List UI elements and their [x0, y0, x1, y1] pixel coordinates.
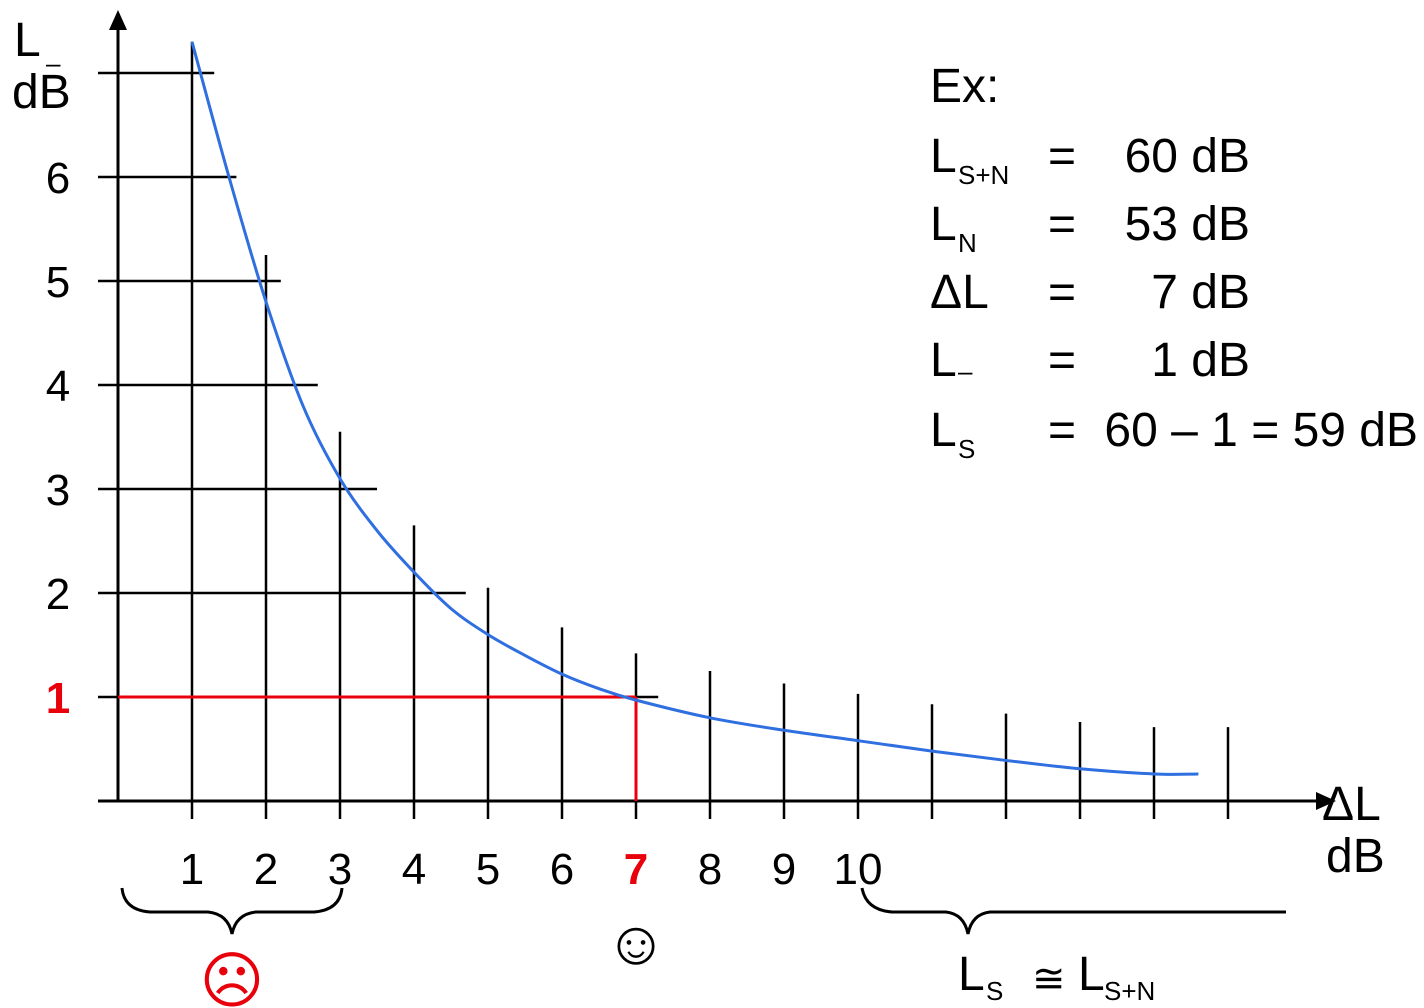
sad-face-icon: ☹ [200, 947, 265, 1008]
example-symbol: L [930, 334, 957, 387]
example-value: 60 – 1 = 59 dB [1104, 404, 1418, 457]
example-equals: = [1048, 266, 1076, 319]
y-tick-label: 5 [46, 258, 70, 307]
example-equals: = [1048, 334, 1076, 387]
example-symbol-sub: S+N [958, 160, 1009, 190]
formula-lsn: L [1078, 948, 1105, 1001]
example-equals: = [1048, 130, 1076, 183]
example-row: L – = 1 dB [930, 334, 1250, 387]
example-row: L S+N = 60 dB [930, 130, 1250, 190]
highlight-lines [118, 695, 638, 801]
example-row: L N = 53 dB [930, 198, 1250, 258]
example-symbol-sub: N [958, 228, 977, 258]
x-tick-label: 2 [254, 845, 278, 894]
x-tick-label: 5 [476, 845, 500, 894]
example-symbol-sub: S [958, 434, 975, 464]
example-symbol: L [930, 130, 957, 183]
brace-low-range [120, 887, 344, 935]
y-tick-label: 6 [46, 154, 70, 203]
brace-high-range [860, 887, 1286, 935]
formula-lsn-sub: S+N [1104, 976, 1155, 1006]
data-series-curve [190, 41, 1199, 776]
x-axis-arrow [1316, 792, 1336, 810]
example-block: Ex: L S+N = 60 dB L N = 53 dB ΔL = 7 dB … [930, 60, 1418, 464]
example-value: 53 dB [1125, 198, 1250, 251]
example-value: 1 dB [1151, 334, 1250, 387]
x-tick-label: 8 [698, 845, 722, 894]
example-title: Ex: [930, 60, 999, 113]
x-axis-unit: dB [1326, 830, 1385, 883]
formula-ls-sub: S [986, 976, 1003, 1006]
x-tick-label: 9 [772, 845, 796, 894]
x-tick-label: 1 [180, 845, 204, 894]
x-tick-label: 7 [624, 845, 648, 894]
y-tick-label: 1 [46, 674, 70, 723]
formula-ls: L [958, 948, 985, 1001]
example-symbol: ΔL [930, 266, 989, 319]
y-axis-label: L [14, 14, 41, 67]
x-axis-label: ΔL [1322, 778, 1381, 831]
formula-approx: ≅ [1032, 957, 1066, 1001]
x-tick-label: 6 [550, 845, 574, 894]
example-equals: = [1048, 198, 1076, 251]
example-value: 7 dB [1151, 266, 1250, 319]
example-row: L S = 60 – 1 = 59 dB [930, 404, 1418, 464]
y-axis-label-sub: – [46, 48, 61, 78]
y-axis-unit: dB [12, 66, 71, 119]
x-tick-label: 10 [834, 845, 883, 894]
x-tick-label: 3 [328, 845, 352, 894]
y-axis-arrow [109, 10, 127, 30]
example-symbol: L [930, 404, 957, 457]
y-tick-label: 3 [46, 466, 70, 515]
smiley-face-icon: ☺ [604, 909, 667, 978]
y-tick-label: 2 [46, 570, 70, 619]
example-symbol-sub: – [958, 356, 973, 386]
tick-labels: 1 2 3 4 5 6 7 8 9 10 1 2 3 4 5 6 [46, 154, 883, 894]
example-value: 60 dB [1125, 130, 1250, 183]
example-equals: = [1048, 404, 1076, 457]
y-tick-label: 4 [46, 362, 70, 411]
x-tick-label: 4 [402, 845, 426, 894]
example-symbol: L [930, 198, 957, 251]
example-row: ΔL = 7 dB [930, 266, 1250, 319]
